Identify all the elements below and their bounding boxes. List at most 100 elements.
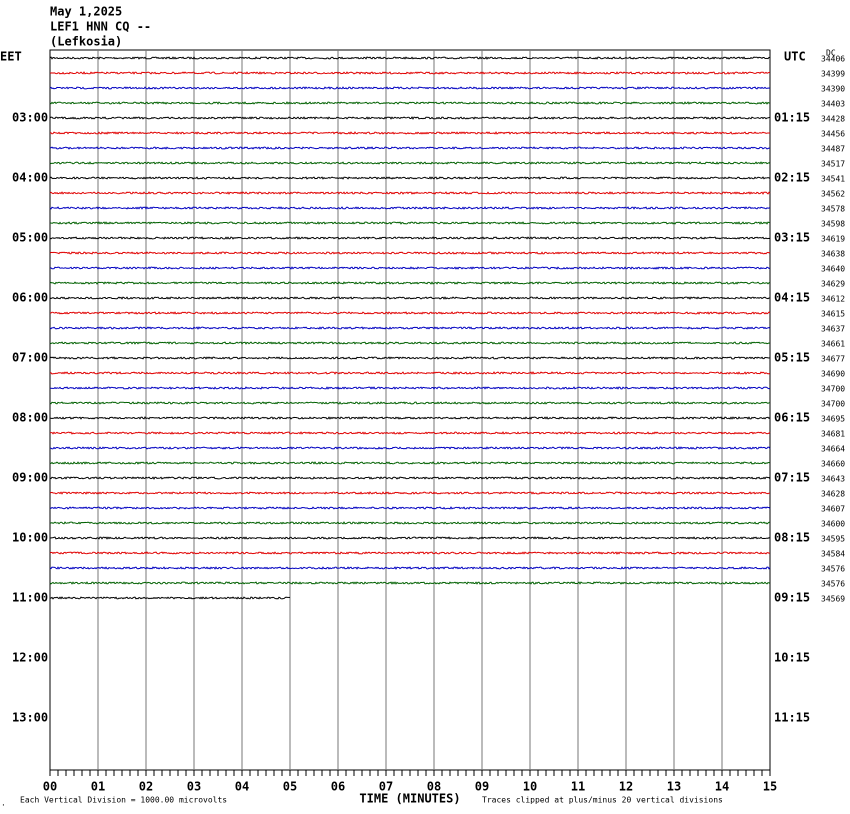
dc-value: 34600 <box>821 520 845 529</box>
scale-note: Each Vertical Division = 1000.00 microvo… <box>20 796 227 805</box>
trace <box>49 236 771 240</box>
right-axis-title: UTC <box>784 50 806 64</box>
dc-value: 34517 <box>821 160 845 169</box>
left-tick-label: 12:00 <box>12 651 48 665</box>
dc-value: 34664 <box>821 445 845 454</box>
trace <box>49 551 771 555</box>
trace <box>49 491 771 495</box>
dc-value: 34637 <box>821 325 845 334</box>
dc-value: 34695 <box>821 415 845 424</box>
left-tick-label: 11:00 <box>12 591 48 605</box>
dc-value: 34628 <box>821 490 845 499</box>
right-tick-label: 01:15 <box>774 111 810 125</box>
trace <box>49 596 291 600</box>
dc-value: 34406 <box>821 55 845 64</box>
dc-value: 34487 <box>821 145 845 154</box>
header-line: LEF1 HNN CQ -- <box>50 20 151 34</box>
dc-value: 34390 <box>821 85 845 94</box>
plot-frame <box>49 49 771 771</box>
dc-value: 34638 <box>821 250 845 259</box>
left-axis-title: EET <box>0 50 22 64</box>
trace <box>49 71 771 75</box>
left-tick-label: 05:00 <box>12 231 48 245</box>
trace <box>49 401 771 405</box>
dc-value: 34660 <box>821 460 845 469</box>
x-tick-label: 14 <box>715 780 729 794</box>
x-tick-label: 06 <box>331 780 345 794</box>
x-tick-label: 01 <box>91 780 105 794</box>
dc-value: 34612 <box>821 295 845 304</box>
trace <box>49 146 771 150</box>
trace <box>49 266 771 270</box>
x-tick-label: 00 <box>43 780 57 794</box>
trace <box>49 371 771 375</box>
dc-value: 34681 <box>821 430 845 439</box>
trace <box>49 341 771 345</box>
left-tick-label: 13:00 <box>12 711 48 725</box>
trace <box>49 386 771 390</box>
right-tick-label: 04:15 <box>774 291 810 305</box>
x-tick-label: 12 <box>619 780 633 794</box>
trace <box>49 131 771 135</box>
trace <box>49 311 771 315</box>
dc-value: 34643 <box>821 475 845 484</box>
right-tick-label: 02:15 <box>774 171 810 185</box>
trace <box>49 176 771 180</box>
dc-value: 34576 <box>821 580 845 589</box>
left-tick-label: 08:00 <box>12 411 48 425</box>
dc-value: 34576 <box>821 565 845 574</box>
left-tick-label: 07:00 <box>12 351 48 365</box>
trace <box>49 281 771 285</box>
left-tick-label: 06:00 <box>12 291 48 305</box>
trace <box>49 101 770 105</box>
right-tick-label: 07:15 <box>774 471 810 485</box>
dc-value: 34598 <box>821 220 845 229</box>
trace <box>49 581 771 585</box>
trace <box>49 56 771 60</box>
x-tick-label: 15 <box>763 780 777 794</box>
trace <box>49 206 771 210</box>
x-tick-label: 09 <box>475 780 489 794</box>
trace <box>49 566 771 570</box>
header-line: May 1,2025 <box>50 5 122 19</box>
dc-value: 34569 <box>821 595 845 604</box>
dc-value: 34661 <box>821 340 845 349</box>
right-tick-label: 08:15 <box>774 531 810 545</box>
trace <box>49 446 771 450</box>
trace <box>49 221 771 225</box>
dc-value: 34619 <box>821 235 845 244</box>
trace <box>49 116 771 120</box>
dc-value: 34677 <box>821 355 845 364</box>
clip-note: Traces clipped at plus/minus 20 vertical… <box>482 796 723 805</box>
x-tick-label: 07 <box>379 780 393 794</box>
dc-value: 34615 <box>821 310 845 319</box>
x-tick-label: 08 <box>427 780 441 794</box>
x-tick-label: 10 <box>523 780 537 794</box>
left-tick-label: 09:00 <box>12 471 48 485</box>
trace <box>49 296 771 300</box>
x-tick-label: 03 <box>187 780 201 794</box>
x-tick-label: 05 <box>283 780 297 794</box>
x-tick-label: 02 <box>139 780 153 794</box>
dc-value: 34584 <box>821 550 845 559</box>
dc-value: 34595 <box>821 535 845 544</box>
x-axis-title: TIME (MINUTES) <box>359 792 460 806</box>
dc-value: 34578 <box>821 205 845 214</box>
right-tick-label: 05:15 <box>774 351 810 365</box>
logo-mark: . <box>1 799 6 808</box>
dc-value: 34456 <box>821 130 845 139</box>
trace <box>49 191 771 195</box>
x-tick-label: 13 <box>667 780 681 794</box>
dc-value: 34690 <box>821 370 845 379</box>
trace <box>49 416 771 420</box>
x-tick-label: 04 <box>235 780 249 794</box>
dc-value: 34403 <box>821 100 845 109</box>
header-line: (Lefkosia) <box>50 35 122 49</box>
dc-value: 34640 <box>821 265 845 274</box>
dc-value: 34562 <box>821 190 845 199</box>
left-tick-label: 10:00 <box>12 531 48 545</box>
dc-value: 34700 <box>821 400 845 409</box>
x-tick-label: 11 <box>571 780 585 794</box>
right-tick-label: 06:15 <box>774 411 810 425</box>
